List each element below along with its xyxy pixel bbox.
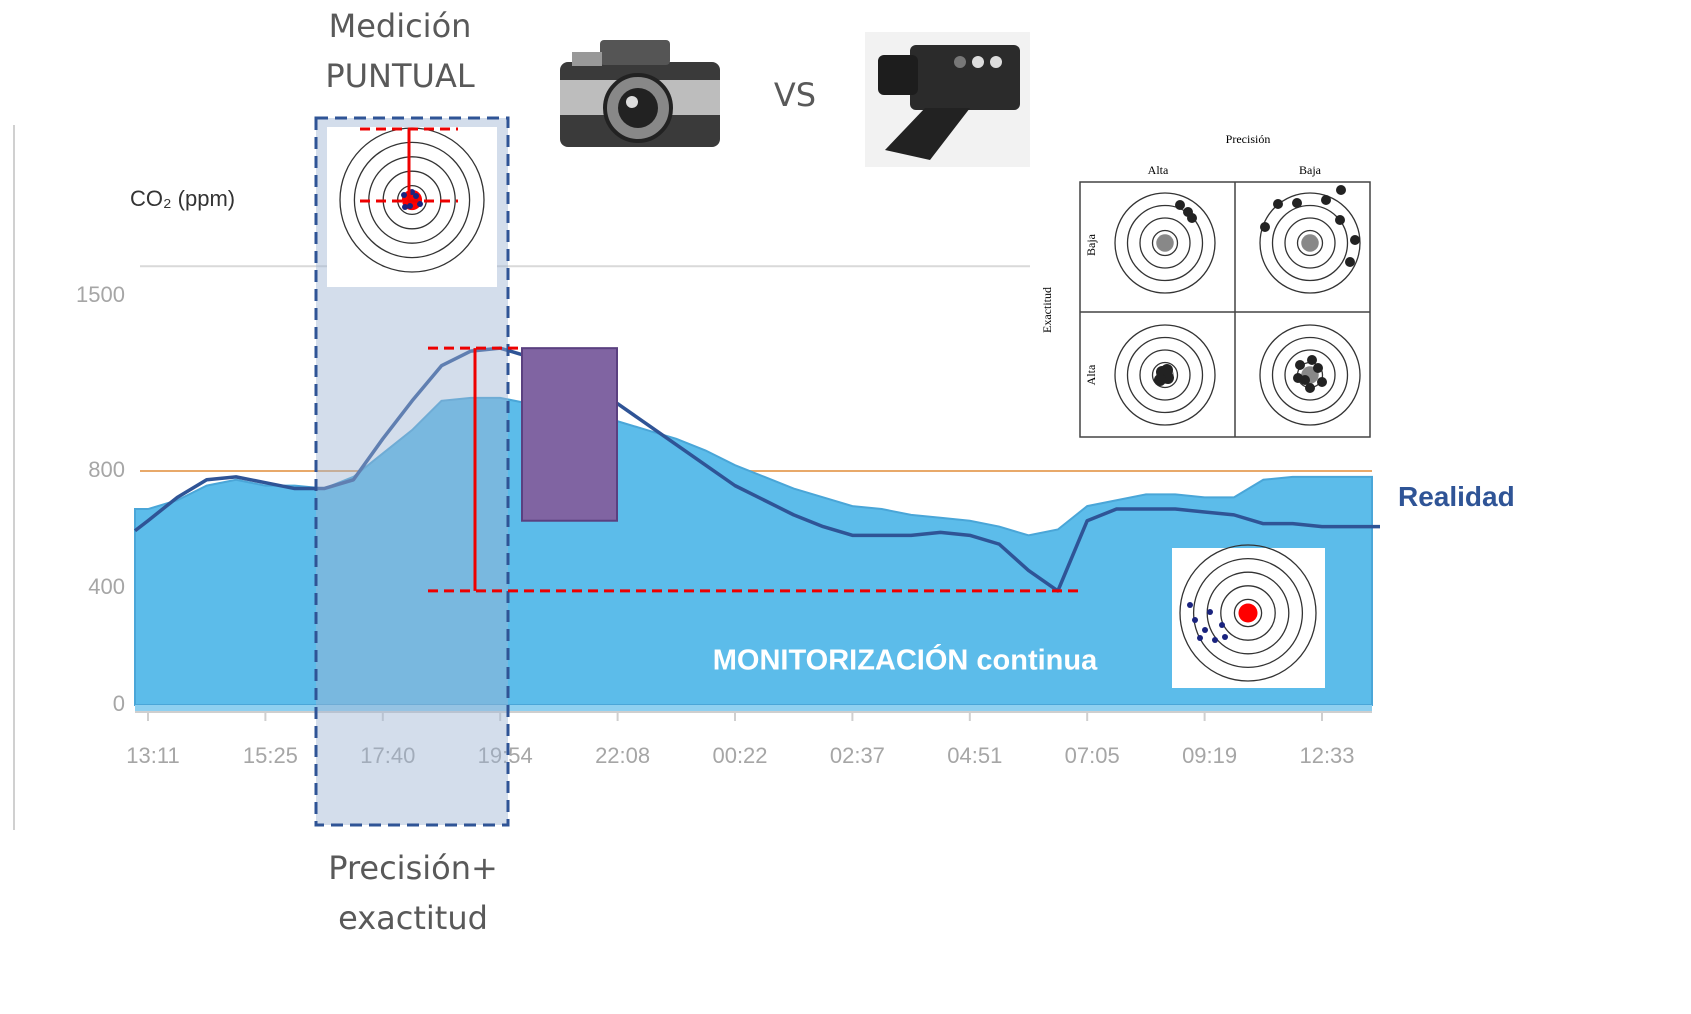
x-tick-label: 13:11 [126,743,179,768]
target-dot [402,204,408,210]
target-dot [1222,634,1228,640]
precision-matrix: Precisión Alta Baja Exactitud Baja Alta [1040,132,1370,437]
y-tick-label: 400 [88,574,125,599]
movie-camera [865,32,1030,167]
target-dot [1212,637,1218,643]
y-axis-label: CO₂ (ppm) [130,186,235,211]
target-center [1156,234,1174,252]
y-tick-label: 800 [88,457,125,482]
target-dot [1313,363,1323,373]
matrix-col: Alta [1148,163,1169,177]
target-dot [1307,355,1317,365]
target-dot [1207,609,1213,615]
x-tick-label: 09:19 [1182,743,1237,768]
x-tick-label: 04:51 [947,743,1002,768]
target-dot [1293,373,1303,383]
target-dot [1345,257,1355,267]
target-dot [1350,235,1360,245]
target-dot [1260,222,1270,232]
photo-camera [560,40,720,147]
target-dot [1317,377,1327,387]
matrix-row: Baja [1084,233,1098,256]
point-caption: Precisión+ [328,849,498,887]
legend-label: Realidad [1398,481,1515,512]
target-dot [1202,627,1208,633]
point-title: PUNTUAL [325,57,475,95]
point-caption: exactitud [338,899,488,937]
point-title: Medición [329,7,472,45]
target-dot [1295,360,1305,370]
matrix-row: Alta [1084,364,1098,385]
target-dot [1192,617,1198,623]
target-dot [1305,383,1315,393]
versus: VS [774,76,816,114]
matrix-title: Precisión [1226,132,1271,146]
target-dot [1187,602,1193,608]
x-tick-label: 07:05 [1065,743,1120,768]
matrix-col: Baja [1299,163,1322,177]
monitoring-label: MONITORIZACIÓN continua [713,643,1098,677]
target-dot [1219,622,1225,628]
target-dot [407,203,413,209]
y-tick-label: 0 [113,691,125,716]
x-tick-label: 00:22 [712,743,767,768]
target-dot [1273,199,1283,209]
matrix-row-title: Exactitud [1040,287,1054,333]
target-center [1238,603,1257,622]
target-dot [1154,374,1166,386]
target-dot [1292,198,1302,208]
target-dot [1321,195,1331,205]
target-dot [1175,200,1185,210]
range-box [522,348,617,521]
slide: 04008001500Realidad13:1115:2517:4019:542… [0,0,1691,1014]
target-dot [1336,185,1346,195]
target-dot [1161,364,1173,376]
y-tick-label: 1500 [76,282,125,307]
target-dot [1197,635,1203,641]
x-tick-label: 02:37 [830,743,885,768]
x-tick-label: 15:25 [243,743,298,768]
target-dot [1335,215,1345,225]
target-center [1301,234,1319,252]
target-dot [401,192,407,198]
target-dot [1187,213,1197,223]
x-tick-label: 22:08 [595,743,650,768]
x-tick-label: 12:33 [1299,743,1354,768]
